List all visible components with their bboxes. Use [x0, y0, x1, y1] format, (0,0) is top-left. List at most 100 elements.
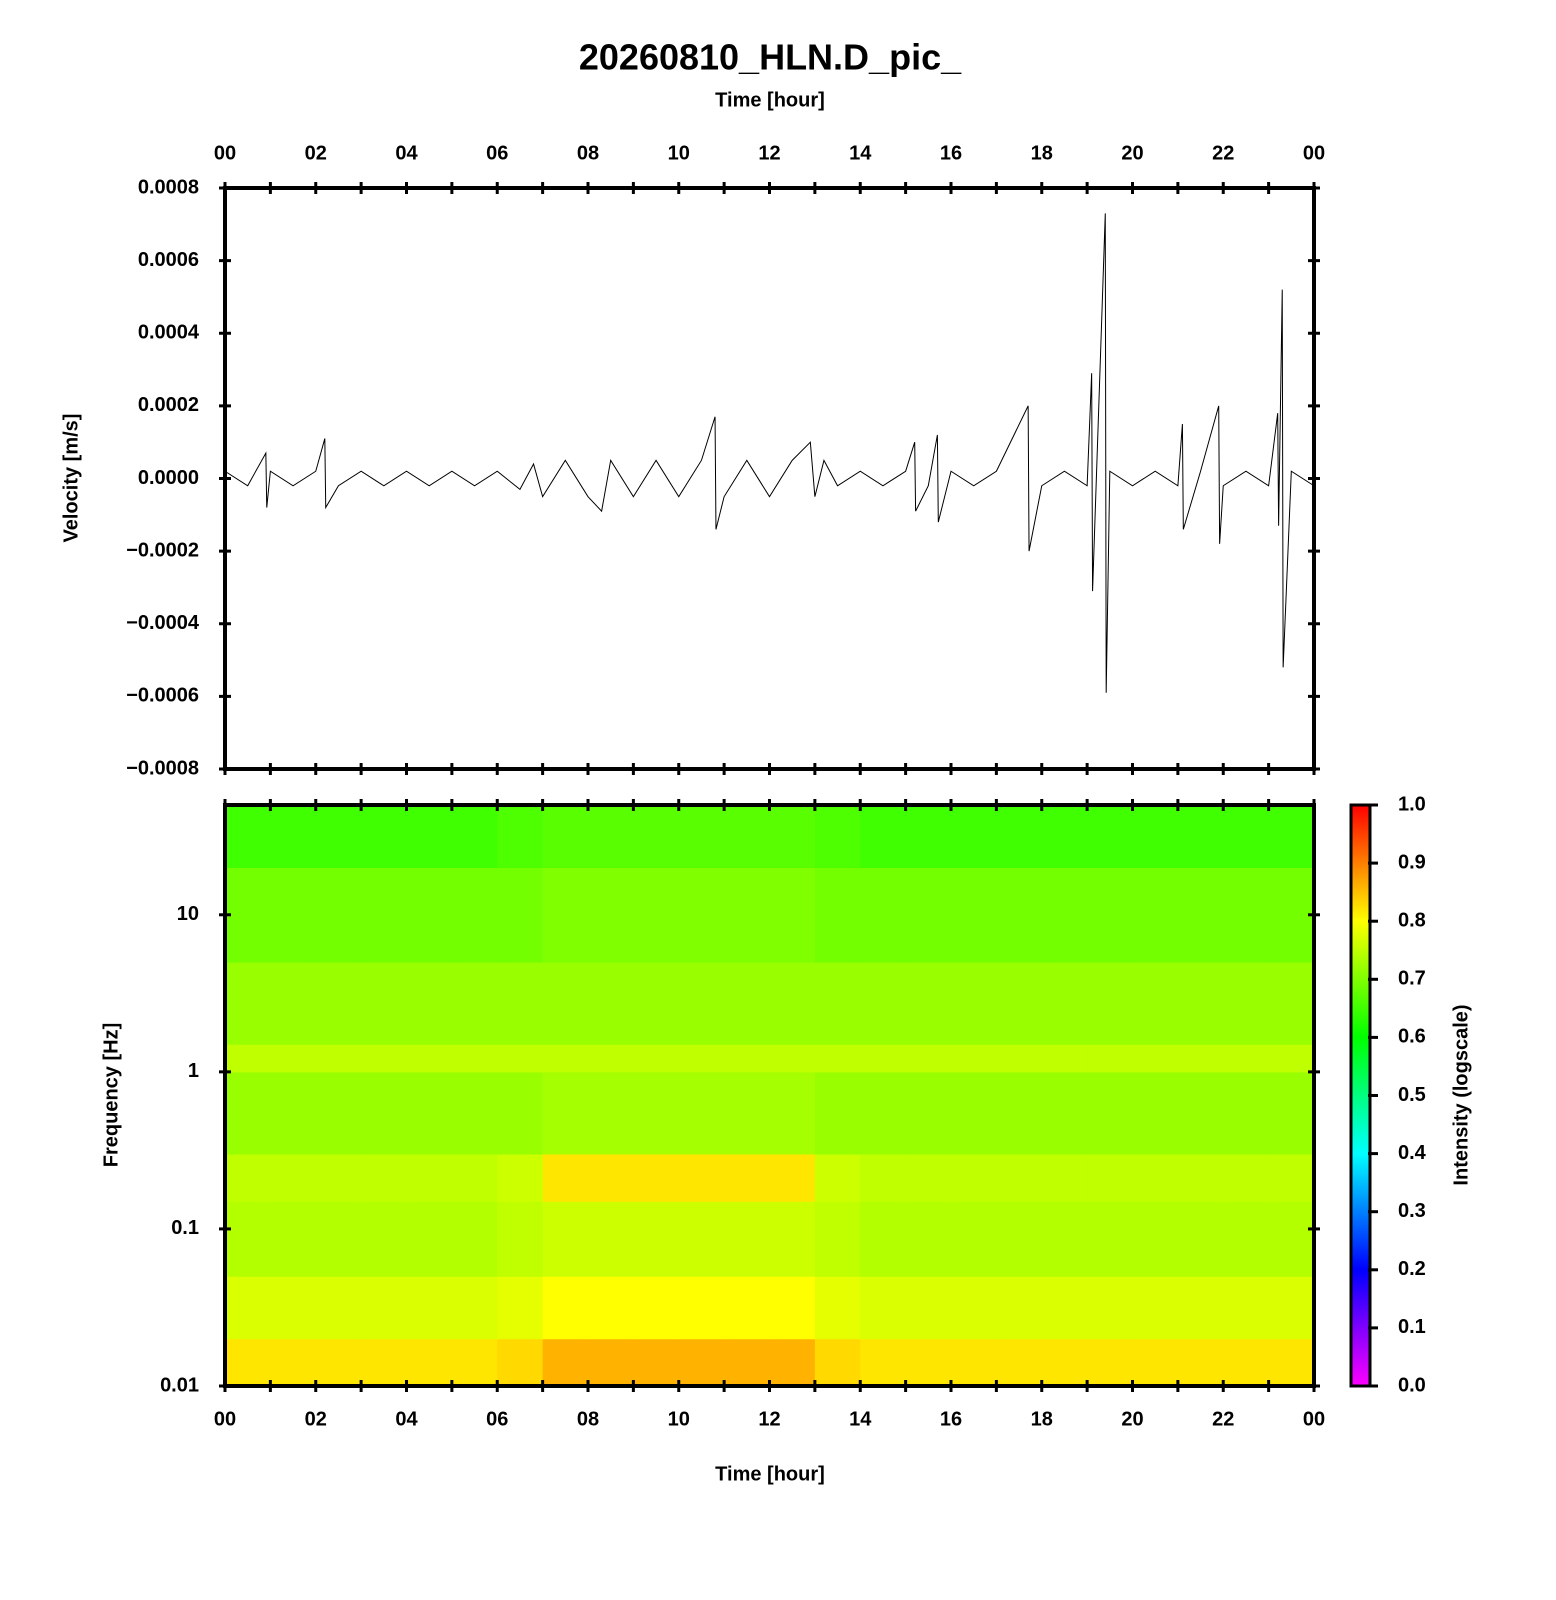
- heatmap-cell: [905, 1338, 952, 1387]
- heatmap-cell: [769, 1338, 816, 1387]
- heatmap-cell: [769, 1276, 816, 1340]
- heatmap-cell: [1041, 867, 1088, 963]
- heatmap-cell: [633, 1338, 680, 1387]
- heatmap-cell: [451, 1153, 498, 1202]
- heatmap-cell: [996, 867, 1043, 963]
- heatmap-cell: [315, 1044, 362, 1073]
- x-tick-label: 00: [1303, 1408, 1325, 1430]
- heatmap-cell: [406, 1153, 453, 1202]
- heatmap-cell: [497, 1276, 544, 1340]
- heatmap-cell: [633, 1071, 680, 1155]
- heatmap-cell: [1087, 867, 1133, 963]
- colorbar-tick-label: 0.9: [1398, 851, 1426, 873]
- heatmap-cell: [1268, 1071, 1315, 1155]
- heatmap-cell: [1177, 1338, 1224, 1387]
- heatmap-cell: [905, 1153, 952, 1202]
- heatmap-cell: [1132, 1276, 1179, 1340]
- heatmap-cell: [588, 1044, 634, 1073]
- x-tick-label: 08: [577, 1408, 599, 1430]
- colorbar: [1349, 803, 1372, 1388]
- heatmap-cell: [497, 1201, 544, 1277]
- x-tick-label: 08: [577, 142, 599, 164]
- heatmap-cell: [588, 1071, 634, 1155]
- heatmap-cell: [588, 1201, 634, 1277]
- heatmap-cell: [951, 1276, 997, 1340]
- heatmap-cell: [1268, 962, 1315, 1045]
- heatmap-cell: [814, 867, 861, 963]
- heatmap-cell: [315, 1201, 362, 1277]
- heatmap-cell: [270, 1071, 317, 1155]
- x-tick-label: 14: [849, 142, 872, 164]
- heatmap-cell: [951, 1044, 997, 1073]
- x-tick-label: 12: [758, 1408, 780, 1430]
- heatmap-cell: [724, 1338, 770, 1387]
- heatmap-cell: [860, 805, 907, 869]
- heatmap-cell: [1177, 962, 1224, 1045]
- heatmap-cell: [951, 962, 997, 1045]
- y-tick-label: 0.0004: [138, 322, 200, 344]
- heatmap-cell: [225, 1071, 271, 1155]
- heatmap-cell: [1041, 805, 1088, 869]
- heatmap-cell: [1132, 962, 1179, 1045]
- heatmap-cell: [905, 805, 952, 869]
- heatmap-cell: [406, 1201, 453, 1277]
- y-tick-label: 0.0008: [138, 176, 199, 198]
- heatmap-cell: [1177, 867, 1224, 963]
- heatmap-cell: [542, 1338, 589, 1387]
- heatmap-cell: [860, 1071, 907, 1155]
- x-tick-label: 22: [1212, 1408, 1234, 1430]
- x-tick-label: 06: [486, 1408, 508, 1430]
- x-tick-label: 06: [486, 142, 508, 164]
- heatmap-cell: [225, 1276, 271, 1340]
- heatmap-cell: [905, 1044, 952, 1073]
- heatmap-cell: [633, 1153, 680, 1202]
- heatmap-cell: [1177, 1071, 1224, 1155]
- y-tick-label: −0.0002: [126, 539, 199, 561]
- heatmap-cell: [270, 1276, 317, 1340]
- y-tick-label: 0.01: [160, 1374, 199, 1396]
- heatmap-cell: [497, 805, 544, 869]
- heatmap-cell: [451, 1044, 498, 1073]
- heatmap-cell: [1041, 962, 1088, 1045]
- heatmap-cell: [451, 962, 498, 1045]
- heatmap-cell: [1268, 867, 1315, 963]
- heatmap-cell: [1268, 1276, 1315, 1340]
- heatmap-cell: [315, 1071, 362, 1155]
- y-tick-label: 0.0000: [138, 467, 199, 489]
- heatmap-cell: [588, 1276, 634, 1340]
- colorbar-tick-label: 0.3: [1398, 1200, 1426, 1222]
- colorbar-tick-label: 0.4: [1398, 1142, 1427, 1164]
- chart-title: 20260810_HLN.D_pic_: [579, 37, 962, 78]
- heatmap-cell: [1268, 805, 1315, 869]
- x-tick-label: 00: [1303, 142, 1325, 164]
- heatmap-cell: [1223, 1338, 1270, 1387]
- heatmap-cell: [361, 805, 407, 869]
- heatmap-cell: [406, 805, 453, 869]
- heatmap-cell: [451, 867, 498, 963]
- heatmap-cell: [270, 805, 317, 869]
- y-tick-label: 0.1: [171, 1217, 199, 1239]
- heatmap-cell: [814, 1071, 861, 1155]
- heatmap-cell: [225, 867, 271, 963]
- heatmap-cell: [1087, 1153, 1133, 1202]
- x-tick-label: 10: [668, 142, 690, 164]
- heatmap-cell: [1087, 1044, 1133, 1073]
- heatmap-cell: [996, 805, 1043, 869]
- heatmap-cell: [814, 1201, 861, 1277]
- colorbar-tick-label: 0.7: [1398, 968, 1426, 990]
- axes-frame: [223, 186, 1316, 771]
- x-tick-label: 22: [1212, 142, 1234, 164]
- heatmap-cell: [1132, 1153, 1179, 1202]
- heatmap-cell: [225, 805, 271, 869]
- colorbar-tick-label: 0.0: [1398, 1374, 1426, 1396]
- heatmap-cell: [1041, 1153, 1088, 1202]
- heatmap-cell: [1087, 962, 1133, 1045]
- heatmap-cell: [951, 1201, 997, 1277]
- heatmap-cell: [951, 1153, 997, 1202]
- heatmap-cell: [406, 962, 453, 1045]
- heatmap-cell: [633, 962, 680, 1045]
- colorbar-tick-label: 0.2: [1398, 1258, 1426, 1280]
- heatmap-cell: [315, 1338, 362, 1387]
- heatmap-cell: [451, 1071, 498, 1155]
- heatmap-cell: [1268, 1153, 1315, 1202]
